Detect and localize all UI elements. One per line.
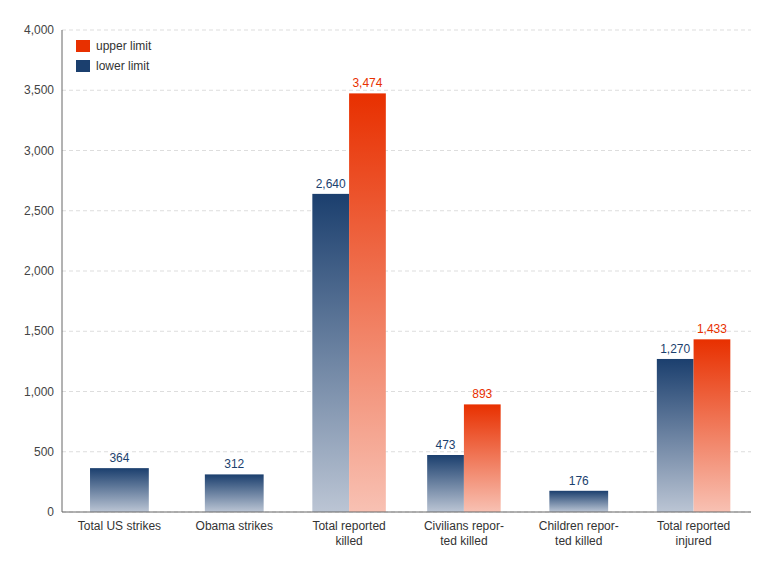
grid bbox=[62, 30, 751, 512]
x-axis-line bbox=[62, 512, 751, 513]
data-label: 1,433 bbox=[697, 322, 727, 336]
legend-label: upper limit bbox=[96, 39, 152, 53]
x-tick-label: Total US strikes bbox=[78, 519, 161, 533]
data-label: 473 bbox=[436, 438, 456, 452]
y-tick-label: 3,000 bbox=[24, 144, 54, 158]
y-axis: 0 500 1,000 1,500 2,000 2,500 3,000 3,500 4,000 bbox=[24, 23, 54, 519]
y-tick-label: 4,000 bbox=[24, 23, 54, 37]
chart: 0 500 1,000 1,500 2,000 2,500 3,000 3,500 4,000 3… bbox=[0, 0, 771, 574]
data-label: 364 bbox=[109, 451, 129, 465]
y-tick-label: 3,500 bbox=[24, 83, 54, 97]
y-tick-label: 2,000 bbox=[24, 264, 54, 278]
x-tick-label: Obama strikes bbox=[196, 519, 273, 533]
x-tick-label: Total reportedkilled bbox=[312, 519, 385, 548]
x-axis: Total US strikes Obama strikes Total repor… bbox=[78, 519, 731, 548]
grid-line bbox=[62, 512, 751, 513]
x-tick-label: Children repor-ted killed bbox=[539, 519, 619, 548]
grid-line bbox=[62, 451, 751, 452]
x-tick-label: Total reportedinjured bbox=[657, 519, 730, 548]
grid-line bbox=[62, 30, 751, 31]
grid-line bbox=[62, 150, 751, 151]
bars bbox=[90, 93, 730, 512]
bar bbox=[464, 404, 501, 512]
grid-line bbox=[62, 271, 751, 272]
bar bbox=[90, 468, 149, 512]
bar bbox=[549, 491, 608, 512]
data-label: 312 bbox=[224, 457, 244, 471]
grid-line bbox=[62, 331, 751, 332]
legend-swatch bbox=[76, 60, 90, 72]
data-label: 1,270 bbox=[660, 342, 690, 356]
y-tick-label: 1,500 bbox=[24, 324, 54, 338]
y-axis-line bbox=[62, 30, 63, 512]
legend-label: lower limit bbox=[96, 59, 150, 73]
data-label: 893 bbox=[472, 387, 492, 401]
bar bbox=[312, 194, 349, 512]
y-tick-label: 1,000 bbox=[24, 385, 54, 399]
data-labels: 364 312 2,640 3,474 473 893 176 1,270 1,433 bbox=[109, 76, 727, 487]
bar bbox=[657, 359, 694, 512]
y-tick-label: 0 bbox=[47, 505, 54, 519]
bar bbox=[427, 455, 464, 512]
bar bbox=[205, 474, 264, 512]
y-tick-label: 2,500 bbox=[24, 204, 54, 218]
grid-line bbox=[62, 391, 751, 392]
bar bbox=[694, 339, 731, 512]
bar bbox=[349, 93, 386, 512]
grid-line bbox=[62, 210, 751, 211]
data-label: 3,474 bbox=[352, 76, 382, 90]
legend: upper limit lower limit bbox=[76, 39, 152, 73]
data-label: 176 bbox=[569, 474, 589, 488]
legend-swatch bbox=[76, 40, 90, 52]
grid-line bbox=[62, 90, 751, 91]
y-tick-label: 500 bbox=[34, 445, 54, 459]
x-tick-label: Civilians repor-ted killed bbox=[424, 519, 504, 548]
data-label: 2,640 bbox=[316, 177, 346, 191]
